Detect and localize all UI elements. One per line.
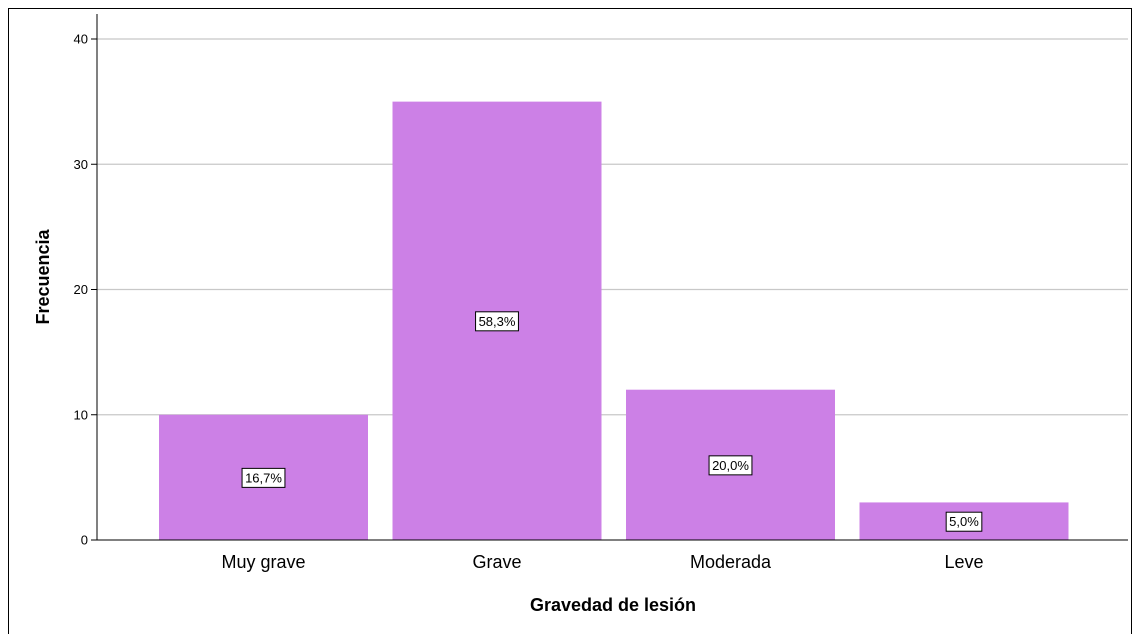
x-category-labels: Muy grave Grave Moderada Leve — [221, 552, 983, 572]
data-label-text: 58,3% — [479, 314, 516, 329]
y-tick-label: 0 — [81, 533, 88, 548]
axes — [96, 14, 1128, 541]
data-label-text: 20,0% — [712, 458, 749, 473]
data-label-box — [475, 311, 519, 332]
x-category-label: Grave — [472, 552, 521, 572]
chart-frame — [8, 8, 1132, 634]
y-axis-title: Frecuencia — [33, 228, 53, 324]
x-category-label: Leve — [944, 552, 983, 572]
data-label-box — [708, 455, 753, 476]
y-tick-label: 20 — [74, 282, 88, 297]
y-tick-label: 40 — [74, 32, 88, 47]
data-label: 16,7% — [241, 467, 286, 488]
gridlines — [97, 38, 1128, 416]
data-label: 58,3% — [475, 311, 519, 332]
data-label-text: 5,0% — [949, 514, 979, 529]
y-tick-label: 10 — [74, 407, 88, 422]
data-label-box — [945, 511, 983, 532]
x-category-label: Moderada — [690, 552, 772, 572]
bars — [159, 101, 1069, 540]
x-axis-title: Gravedad de lesión — [530, 595, 696, 615]
y-tick-labels: 0 10 20 30 40 — [74, 32, 97, 548]
data-label: 20,0% — [708, 455, 753, 476]
data-label-box — [241, 467, 286, 488]
y-tick-label: 30 — [74, 157, 88, 172]
data-labels: 16,7% 58,3% 20,0% 5,0% — [241, 311, 983, 532]
x-category-label: Muy grave — [221, 552, 305, 572]
data-label: 5,0% — [945, 511, 983, 532]
data-label-text: 16,7% — [245, 470, 282, 485]
